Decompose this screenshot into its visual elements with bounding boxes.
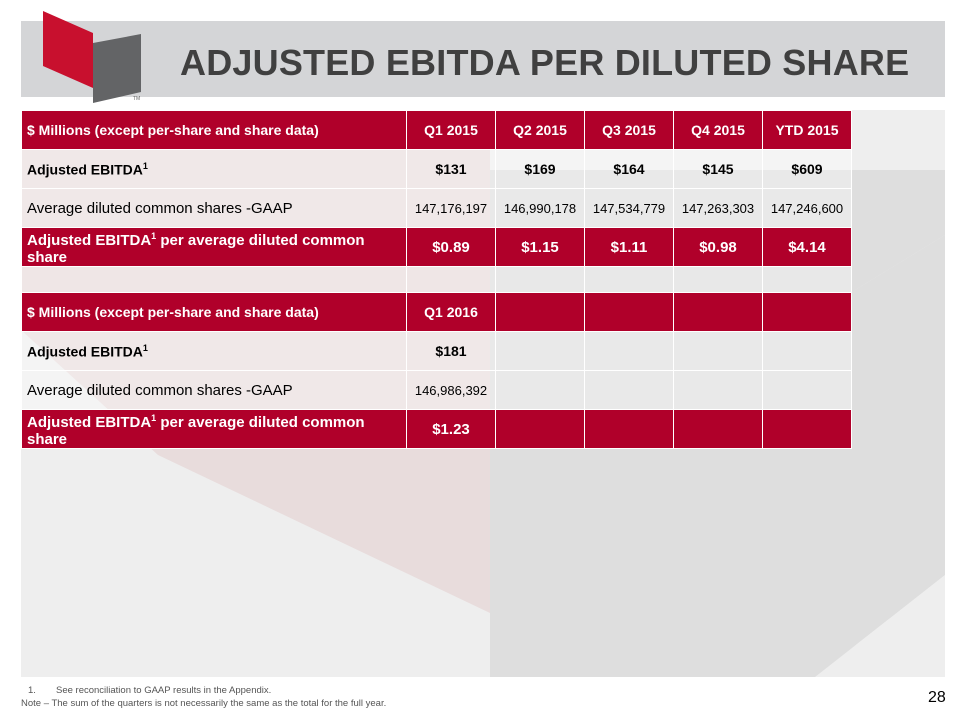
cell: 147,246,600 (762, 188, 852, 228)
table-row: Adjusted EBITDA1 $181 (21, 331, 852, 371)
header-cell: Q1 2015 (406, 110, 496, 150)
cell: $1.23 (406, 409, 496, 449)
page-number: 28 (928, 689, 946, 706)
table-row: Average diluted common shares -GAAP 147,… (21, 188, 852, 228)
table2-header-row: $ Millions (except per-share and share d… (21, 292, 852, 332)
cell: $131 (406, 149, 496, 189)
row-label: Adjusted EBITDA1 per average diluted com… (21, 409, 407, 449)
cell: 146,990,178 (495, 188, 585, 228)
table-row: Adjusted EBITDA1 per average diluted com… (21, 409, 852, 449)
row-label: Average diluted common shares -GAAP (21, 188, 407, 228)
cell: $169 (495, 149, 585, 189)
svg-text:TM: TM (133, 96, 140, 102)
row-label: Adjusted EBITDA1 per average diluted com… (21, 227, 407, 267)
footnotes: 1. See reconciliation to GAAP results in … (21, 685, 387, 709)
header-cell: $ Millions (except per-share and share d… (21, 292, 407, 332)
row-label: Average diluted common shares -GAAP (21, 370, 407, 410)
cell: $0.89 (406, 227, 496, 267)
header-cell: Q2 2015 (495, 110, 585, 150)
row-label: Adjusted EBITDA1 (21, 149, 407, 189)
page-title: ADJUSTED EBITDA PER DILUTED SHARE (180, 42, 910, 83)
header-cell: Q4 2015 (673, 110, 763, 150)
cell: 147,263,303 (673, 188, 763, 228)
spacer-row (21, 266, 852, 293)
table-row: Adjusted EBITDA1 $131 $169 $164 $145 $60… (21, 149, 852, 189)
cell: $1.11 (584, 227, 674, 267)
cell: $181 (406, 331, 496, 371)
table-row: Average diluted common shares -GAAP 146,… (21, 370, 852, 410)
cell: $1.15 (495, 227, 585, 267)
header-cell: $ Millions (except per-share and share d… (21, 110, 407, 150)
cell: 147,176,197 (406, 188, 496, 228)
cell: $0.98 (673, 227, 763, 267)
cell: $145 (673, 149, 763, 189)
header-cell: YTD 2015 (762, 110, 852, 150)
title-bar (21, 21, 945, 97)
row-label: Adjusted EBITDA1 (21, 331, 407, 371)
footnote-note: Note – The sum of the quarters is not ne… (21, 698, 387, 709)
header-cell: Q1 2016 (406, 292, 496, 332)
cell: 147,534,779 (584, 188, 674, 228)
table-row: Adjusted EBITDA1 per average diluted com… (21, 227, 852, 267)
ebitda-table: $ Millions (except per-share and share d… (21, 110, 852, 449)
table1-header-row: $ Millions (except per-share and share d… (21, 110, 852, 150)
cell: $4.14 (762, 227, 852, 267)
footnote-1: See reconciliation to GAAP results in th… (56, 685, 272, 696)
header-cell: Q3 2015 (584, 110, 674, 150)
cell: 146,986,392 (406, 370, 496, 410)
cell: $609 (762, 149, 852, 189)
cell: $164 (584, 149, 674, 189)
company-logo: TM (43, 11, 141, 103)
